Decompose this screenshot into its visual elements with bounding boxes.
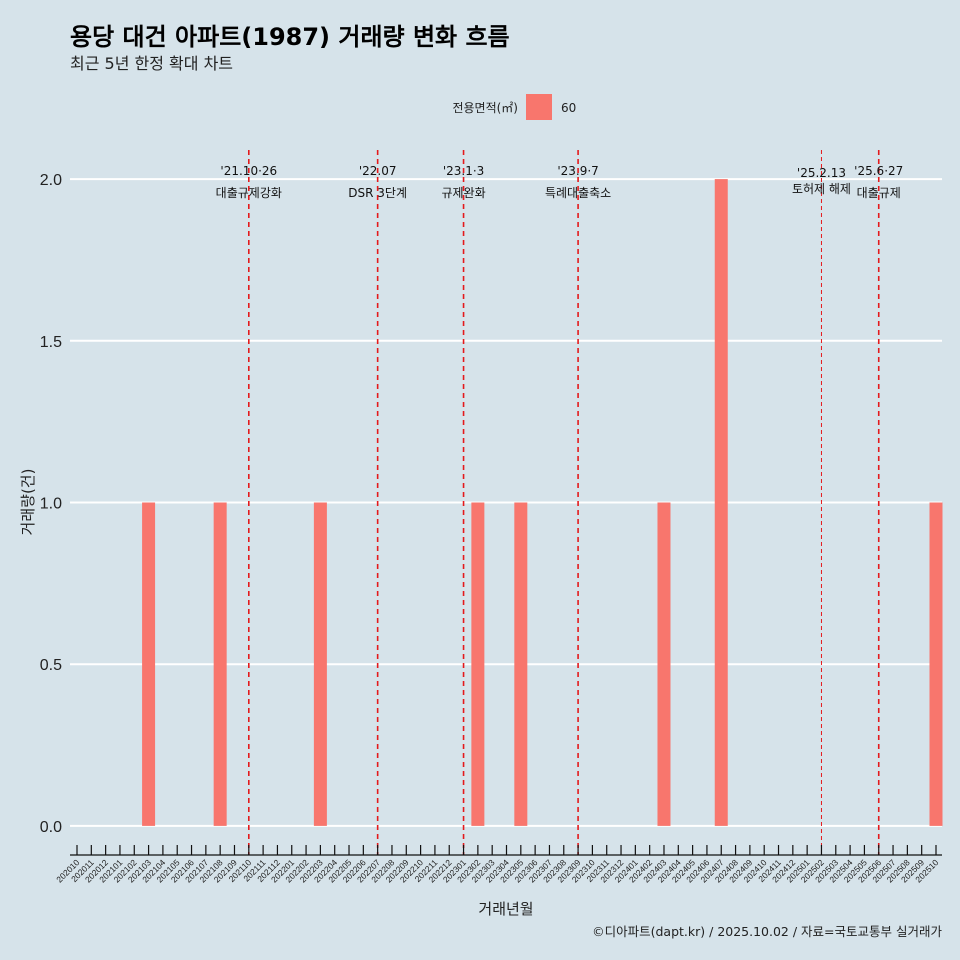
x-axis: 2020102020112020122021012021022021032021…: [54, 845, 942, 884]
caption: ©디아파트(dapt.kr) / 2025.10.02 / 자료=국토교통부 실…: [592, 924, 942, 939]
bar: [471, 502, 485, 826]
bar: [313, 502, 327, 826]
bar: [142, 502, 156, 826]
event-date-label: '21.10·26: [220, 164, 277, 178]
bar: [213, 502, 227, 826]
event-lines: [248, 150, 880, 855]
bar: [514, 502, 528, 826]
chart-title: 용당 대건 아파트(1987) 거래량 변화 흐름: [70, 23, 510, 51]
x-axis-label: 거래년월: [478, 900, 533, 918]
bar: [929, 502, 943, 826]
y-tick-label: 0.0: [40, 819, 62, 836]
event-label: 대출규제강화: [216, 186, 282, 200]
event-date-label: '23.9·7: [557, 164, 598, 178]
event-label: 토허제 해제: [792, 182, 851, 196]
event-label: 특례대출축소: [545, 186, 611, 200]
y-gridlines: [70, 178, 942, 827]
legend-title: 전용면적(㎡): [452, 101, 518, 115]
event-label: 규제완화: [441, 186, 485, 200]
y-axis-label: 거래량(건): [19, 469, 37, 536]
bar: [657, 502, 671, 826]
event-label: 대출규제: [857, 186, 901, 200]
y-tick-label: 2.0: [40, 172, 62, 189]
y-tick-label: 1.5: [40, 334, 62, 351]
event-annotations: '21.10·26 대출규제강화 '22.07 DSR 3단계 '23.1·3 규제완화 '…: [216, 164, 904, 200]
bar: [714, 179, 728, 826]
y-tick-label: 0.5: [40, 657, 62, 674]
event-date-label: '23.1·3: [443, 164, 484, 178]
legend-label-60: 60: [561, 101, 576, 115]
legend-key-60: [526, 94, 552, 120]
event-label: DSR 3단계: [348, 186, 407, 200]
event-date-label: '22.07: [359, 164, 397, 178]
event-date-label: '25.6·27: [854, 164, 903, 178]
bars: [142, 179, 943, 826]
y-tick-label: 1.0: [40, 496, 62, 513]
legend: 전용면적(㎡) 60: [452, 94, 576, 120]
y-tick-labels: 0.0 0.5 1.0 1.5 2.0: [40, 172, 62, 836]
event-date-label: '25.2.13: [797, 166, 846, 180]
chart-subtitle: 최근 5년 한정 확대 차트: [70, 54, 233, 73]
